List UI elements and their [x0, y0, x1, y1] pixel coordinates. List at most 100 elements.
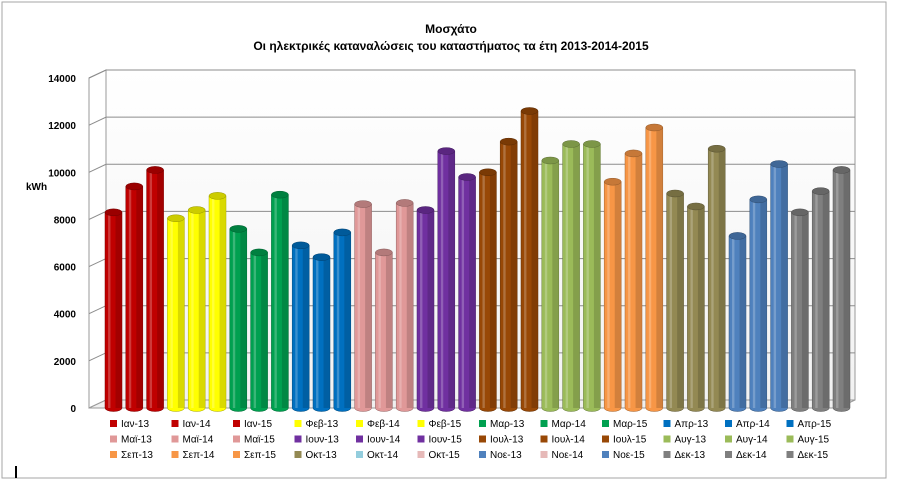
legend-swatch	[233, 435, 240, 443]
legend-label: Σεπ-15	[244, 450, 276, 461]
legend-swatch	[479, 435, 486, 443]
legend-label: Απρ-15	[798, 419, 832, 430]
legend-label: Νοε-14	[552, 450, 584, 461]
legend-label: Αυγ-14	[736, 435, 768, 446]
legend-swatch	[110, 435, 117, 443]
legend-label: Ιουν-14	[367, 435, 401, 446]
legend-swatch	[356, 420, 363, 427]
legend-swatch	[786, 451, 794, 458]
legend-label: Μαϊ-15	[244, 435, 275, 446]
bar	[520, 107, 539, 412]
legend-item: Απρ-13	[663, 419, 709, 430]
legend-label: Ιαν-14	[183, 419, 211, 430]
legend-item: Σεπ-14	[171, 450, 215, 461]
legend-swatch	[294, 451, 302, 458]
legend-label: Μαρ-13	[490, 419, 525, 430]
bar	[749, 195, 768, 412]
legend-label: Οκτ-13	[306, 450, 338, 461]
legend-item: Δεκ-14	[725, 450, 767, 461]
legend-item: Μαρ-15	[602, 419, 648, 430]
bar	[312, 253, 331, 412]
legend-item: Φεβ-13	[294, 419, 339, 430]
legend-item: Σεπ-15	[233, 450, 276, 461]
legend-item: Οκτ-13	[294, 450, 338, 461]
bar	[479, 168, 497, 412]
legend-label: Νοε-15	[613, 450, 645, 461]
legend-swatch	[602, 451, 609, 458]
cursor-mark	[15, 466, 17, 478]
y-tick-label: 8000	[54, 215, 77, 226]
bar	[291, 241, 310, 412]
bar	[541, 156, 560, 412]
legend-item: Μαϊ-13	[110, 435, 152, 446]
bar	[395, 199, 414, 412]
legend-item: Νοε-15	[602, 450, 645, 461]
legend-swatch	[356, 435, 363, 443]
legend-item: Απρ-14	[725, 419, 770, 430]
bar	[583, 140, 601, 412]
legend-item: Νοε-14	[540, 450, 584, 461]
legend-item: Ιουν-13	[294, 435, 340, 446]
legend-swatch	[479, 420, 486, 427]
legend-label: Μαϊ-13	[121, 435, 152, 446]
legend-swatch	[540, 420, 548, 427]
bar	[499, 137, 518, 412]
legend-swatch	[233, 451, 240, 458]
legend-item: Νοε-13	[479, 450, 522, 461]
legend-label: Φεβ-13	[306, 419, 339, 430]
legend-label: Ιουλ-14	[552, 435, 586, 446]
legend-label: Ιουν-13	[306, 435, 340, 446]
legend-label: Οκτ-14	[367, 450, 399, 461]
legend-swatch	[786, 420, 794, 427]
legend-label: Μαρ-14	[552, 419, 587, 430]
bar	[146, 166, 164, 412]
chart-title: Μοσχάτο	[425, 22, 477, 36]
bars-layer	[104, 107, 851, 412]
legend-swatch	[417, 435, 425, 443]
bar	[167, 214, 185, 412]
chart-subtitle: Οι ηλεκτρικές καταναλώσεις του καταστήμα…	[253, 39, 649, 53]
legend-item: Ιουλ-13	[479, 435, 524, 446]
legend-swatch	[110, 420, 117, 427]
bar	[728, 232, 747, 412]
bar	[416, 206, 435, 412]
legend-swatch	[540, 435, 548, 443]
legend-swatch	[479, 451, 486, 458]
legend-label: Αυγ-13	[675, 435, 707, 446]
y-tick-label: 4000	[54, 310, 77, 321]
legend-label: Σεπ-14	[183, 450, 215, 461]
legend-item: Ιουλ-14	[540, 435, 586, 446]
legend-item: Ιαν-13	[110, 419, 149, 430]
bar	[104, 208, 123, 412]
y-tick-label: 6000	[54, 263, 77, 274]
legend-item: Ιαν-14	[171, 419, 211, 430]
legend-label: Ιουν-15	[429, 435, 463, 446]
bar	[125, 182, 144, 412]
legend-label: Μαϊ-14	[183, 435, 214, 446]
y-tick-label: 10000	[48, 168, 76, 179]
legend-item: Ιουλ-15	[602, 435, 647, 446]
legend-swatch	[417, 420, 425, 427]
bar	[354, 200, 372, 412]
legend-swatch	[663, 420, 671, 427]
legend-swatch	[602, 420, 609, 427]
legend-label: Φεβ-15	[429, 419, 462, 430]
legend-swatch	[663, 435, 671, 443]
legend-item: Μαρ-14	[540, 419, 587, 430]
legend-item: Απρ-15	[786, 419, 832, 430]
legend-item: Φεβ-15	[417, 419, 462, 430]
legend-label: Ιαν-15	[244, 419, 272, 430]
legend-swatch	[663, 451, 671, 458]
bar	[250, 248, 268, 412]
legend-swatch	[786, 435, 794, 443]
legend-label: Ιουλ-15	[613, 435, 647, 446]
bar	[666, 189, 684, 412]
gridline	[88, 163, 855, 173]
bar	[645, 123, 664, 412]
legend-label: Μαρ-15	[613, 419, 648, 430]
legend-item: Οκτ-15	[417, 450, 460, 461]
bar	[458, 173, 476, 412]
bar	[229, 225, 248, 412]
gridline	[88, 116, 855, 126]
